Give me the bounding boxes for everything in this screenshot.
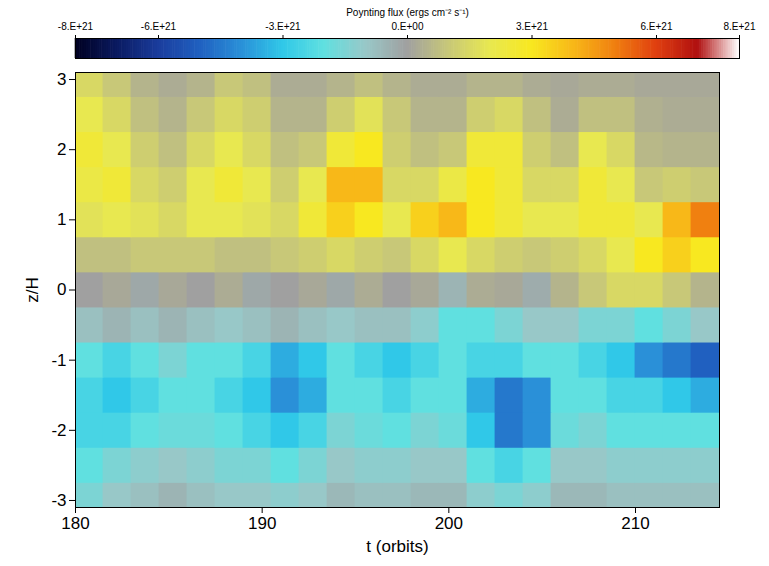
svg-text:6.E+21: 6.E+21 (641, 21, 673, 32)
svg-text:-2: -2 (51, 421, 66, 440)
svg-text:t (orbits): t (orbits) (366, 537, 428, 556)
svg-text:200: 200 (435, 514, 463, 533)
svg-text:Poynting flux (ergs cm⁻² s⁻¹): Poynting flux (ergs cm⁻² s⁻¹) (346, 7, 469, 18)
svg-text:-6.E+21: -6.E+21 (141, 21, 177, 32)
svg-text:190: 190 (248, 514, 276, 533)
svg-text:-1: -1 (51, 351, 66, 370)
svg-text:0: 0 (57, 280, 66, 299)
svg-text:0.E+00: 0.E+00 (392, 21, 424, 32)
svg-text:3: 3 (57, 70, 66, 89)
svg-text:-8.E+21: -8.E+21 (58, 21, 94, 32)
svg-text:z/H: z/H (23, 277, 42, 303)
svg-text:180: 180 (61, 514, 89, 533)
svg-text:-3.E+21: -3.E+21 (265, 21, 301, 32)
svg-text:1: 1 (57, 210, 66, 229)
svg-text:3.E+21: 3.E+21 (516, 21, 548, 32)
svg-text:8.E+21: 8.E+21 (724, 21, 756, 32)
svg-text:210: 210 (621, 514, 649, 533)
svg-text:2: 2 (57, 140, 66, 159)
svg-text:-3: -3 (51, 491, 66, 510)
